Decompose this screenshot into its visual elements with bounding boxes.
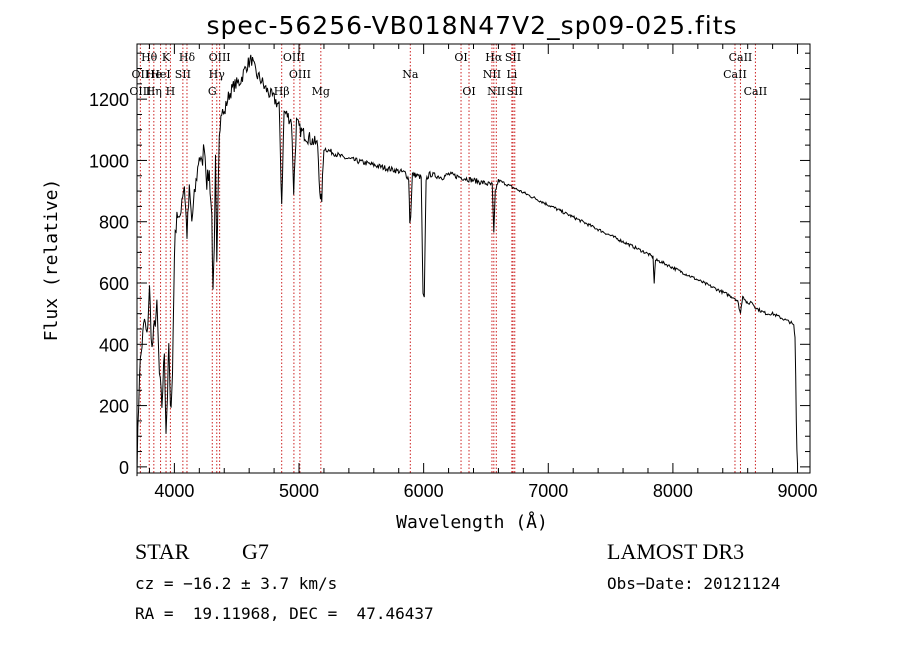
y-tick-label: 600 xyxy=(99,274,129,294)
spectral-line-label: Hθ xyxy=(141,51,158,64)
y-tick-label: 200 xyxy=(99,397,129,417)
y-tick-label: 1000 xyxy=(89,151,129,171)
spectral-line-label: Mg xyxy=(312,85,330,98)
spectral-line-label: CaII xyxy=(744,85,768,98)
spectral-line-label: He xyxy=(146,68,162,81)
y-axis-ticks: 0 200 400 600 800 1000 1200 xyxy=(89,52,810,478)
spectral-line-label: Hα xyxy=(485,51,503,64)
y-axis-label: Flux (relative) xyxy=(41,179,62,342)
x-tick-label: 6000 xyxy=(404,481,444,501)
x-tick-label: 8000 xyxy=(653,481,693,501)
y-tick-label: 1200 xyxy=(89,90,129,110)
spectral-line-label: Hβ xyxy=(274,85,290,98)
series-layer xyxy=(136,54,798,477)
spectral-line-label: OIII xyxy=(283,51,305,64)
x-axis-label: Wavelength (Å) xyxy=(396,511,548,533)
x-axis-ticks: 4000 5000 6000 7000 8000 9000 xyxy=(148,44,818,501)
x-tick-label: 9000 xyxy=(778,481,818,501)
y-tick-label: 800 xyxy=(99,213,129,233)
spectral-line-label: SII xyxy=(175,68,191,81)
y-tick-label: 0 xyxy=(119,458,129,478)
spectral-line-label: CaII xyxy=(729,51,753,64)
spectral-line-markers xyxy=(139,44,756,473)
spectral-line-label: NII xyxy=(487,85,505,98)
survey-name: LAMOST DR3 xyxy=(607,539,745,564)
spectral-line-label: OI xyxy=(462,85,475,98)
object-class: STAR xyxy=(135,539,190,564)
spectral-line-label: SII xyxy=(507,85,523,98)
spectral-line-label: H xyxy=(166,85,176,98)
spectral-line-label: HeI xyxy=(150,68,170,81)
spectral-line-labels: Hθ OII OIII He Hη K HeI SII H Hδ OIII Hγ G OIII OIII Hβ… xyxy=(129,51,767,98)
redshift-cz: cz = −16.2 ± 3.7 km/s xyxy=(135,574,338,593)
chart-title: spec-56256-VB018N47V2_sp09-025.fits xyxy=(206,11,737,40)
spectral-line-label: OIII xyxy=(129,85,151,98)
spectral-line-label: NII xyxy=(483,68,501,81)
spectral-line-label: OII xyxy=(132,68,150,81)
x-tick-label: 7000 xyxy=(528,481,568,501)
series-line-flux xyxy=(136,54,798,477)
spectral-line-label: Li xyxy=(506,68,517,81)
observation-date: Obs−Date: 20121124 xyxy=(607,574,781,593)
x-tick-label: 4000 xyxy=(154,481,194,501)
spectral-line-label: Hη xyxy=(146,85,162,98)
spectral-line-label: SII xyxy=(505,51,521,64)
ra-dec-coordinates: RA = 19.11968, DEC = 47.46437 xyxy=(135,604,434,623)
spectral-line-label: Na xyxy=(402,68,419,81)
x-tick-label: 5000 xyxy=(279,481,319,501)
y-tick-label: 400 xyxy=(99,335,129,355)
spectral-line-label: CaII xyxy=(723,68,747,81)
spectral-line-label: K xyxy=(162,51,171,64)
plot-frame xyxy=(136,43,811,474)
spectral-line-label: OI xyxy=(454,51,467,64)
spectral-line-label: G xyxy=(208,85,217,98)
spectral-line-label: Hδ xyxy=(179,51,196,64)
spectral-line-label: Hγ xyxy=(209,68,226,81)
spectral-line-label: OIII xyxy=(209,51,231,64)
spectral-subclass: G7 xyxy=(242,539,269,564)
spectral-line-label: OIII xyxy=(289,68,311,81)
